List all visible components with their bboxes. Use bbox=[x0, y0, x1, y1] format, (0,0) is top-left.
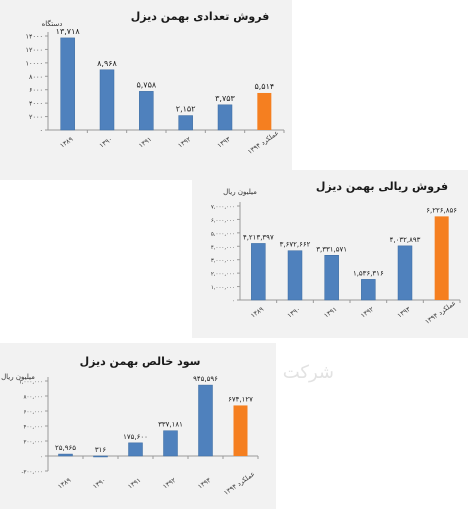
y-tick-label: ۳,۰۰۰,۰۰۰ bbox=[211, 258, 235, 264]
y-tick-label: ۲۰۰۰ bbox=[29, 113, 43, 121]
data-label: ۳۱۶ bbox=[95, 446, 107, 454]
data-label: ۴,۲۱۳,۳۹۷ bbox=[243, 233, 274, 241]
category-label: ۱۳۸۹ bbox=[56, 476, 72, 491]
bar bbox=[233, 405, 248, 456]
bar bbox=[434, 216, 449, 300]
category-label: ۱۳۹۱ bbox=[137, 135, 153, 150]
category-label: ۱۳۹۰ bbox=[91, 476, 107, 491]
category-label: ۱۳۹۰ bbox=[286, 305, 302, 320]
y-tick-label: ۶۰۰۰ bbox=[29, 86, 43, 94]
y-tick-label: ۱,۰۰۰,۰۰۰ bbox=[211, 285, 235, 291]
bar bbox=[128, 442, 143, 457]
y-tick-label: ۶۰۰,۰۰۰ bbox=[24, 410, 43, 416]
category-label: ۱۳۹۱ bbox=[323, 305, 339, 320]
category-label: ۱۳۸۹ bbox=[59, 135, 75, 150]
bar bbox=[287, 250, 303, 301]
bar bbox=[324, 255, 339, 301]
category-label: عملکرد ۱۳۹۴ bbox=[246, 129, 280, 156]
category-label: ۱۳۸۹ bbox=[249, 305, 265, 320]
category-label: ۱۳۹۳ bbox=[216, 135, 232, 150]
data-label: ۶۷۴,۱۲۷ bbox=[228, 395, 253, 403]
data-label: ۲۵,۹۶۵ bbox=[55, 444, 76, 452]
y-tick-label: ۴۰۰,۰۰۰ bbox=[24, 425, 43, 431]
data-label: ۳,۷۵۳ bbox=[215, 94, 235, 103]
y-tick-label: ۱۰۰۰۰ bbox=[26, 59, 43, 67]
data-label: ۱۷۵,۶۰۰ bbox=[123, 433, 148, 441]
bar bbox=[93, 455, 108, 458]
bar bbox=[257, 92, 272, 130]
data-label: ۳۳۷,۱۸۱ bbox=[158, 421, 183, 429]
data-label: ۴,۰۳۲,۸۹۳ bbox=[390, 236, 421, 244]
y-tick-label: ۱,۰۰۰,۰۰۰ bbox=[19, 380, 43, 386]
bar bbox=[361, 279, 376, 301]
y-tick-label: ۸۰۰۰ bbox=[29, 73, 43, 81]
bar bbox=[139, 91, 154, 131]
bar bbox=[58, 453, 73, 457]
y-tick-label: ۰ bbox=[40, 455, 43, 461]
data-label: ۹۴۵,۵۹۶ bbox=[193, 375, 218, 383]
y-axis-label: میلیون ریال bbox=[223, 188, 257, 196]
bar bbox=[178, 115, 193, 131]
data-label: ۱۳,۷۱۸ bbox=[56, 27, 81, 36]
chart-panel-unit-sales: فروش تعدادی بهمن دیزل دستگاه ۰ ۲۰۰۰ ۴۰۰۰ ۶۰۰۰… bbox=[0, 0, 292, 180]
y-tick-label: ۲,۰۰۰,۰۰۰ bbox=[211, 272, 235, 278]
y-axis-label: دستگاه bbox=[42, 19, 63, 28]
category-label: ۱۳۹۳ bbox=[196, 476, 212, 491]
chart-panel-rial-sales: فروش ریالی بهمن دیزل میلیون ریال ۰ ۱,۰۰۰,۰۰… bbox=[192, 170, 468, 338]
net-profit-chart: سود خالص بهمن دیزل میلیون ریال -۲۰۰,۰۰۰ ۰ ۲۰… bbox=[1, 355, 259, 497]
bar bbox=[60, 37, 75, 131]
y-tick-label: ۱۲۰۰۰ bbox=[26, 46, 43, 54]
y-tick-label: ۴۰۰۰ bbox=[29, 100, 43, 108]
chart-panel-net-profit: سود خالص بهمن دیزل میلیون ریال -۲۰۰,۰۰۰ ۰ ۲۰… bbox=[0, 343, 276, 509]
category-label: عملکرد ۱۳۹۴ bbox=[222, 470, 256, 497]
bar bbox=[198, 384, 213, 457]
data-label: ۶,۲۲۶,۸۵۶ bbox=[426, 206, 457, 214]
data-label: ۲,۱۵۲ bbox=[176, 105, 196, 114]
y-tick-label: ۸۰۰,۰۰۰ bbox=[24, 395, 43, 401]
chart-title: فروش ریالی بهمن دیزل bbox=[316, 180, 448, 193]
rial-sales-chart: فروش ریالی بهمن دیزل میلیون ریال ۰ ۱,۰۰۰,۰۰… bbox=[211, 180, 461, 326]
category-label: عملکرد ۱۳۹۴ bbox=[424, 299, 458, 326]
data-label: ۸,۹۶۸ bbox=[97, 59, 117, 68]
unit-sales-chart: فروش تعدادی بهمن دیزل دستگاه ۰ ۲۰۰۰ ۴۰۰۰ ۶۰۰۰… bbox=[26, 10, 285, 156]
category-label: ۱۳۹۱ bbox=[126, 476, 142, 491]
y-tick-label: ۷,۰۰۰,۰۰۰ bbox=[211, 205, 235, 211]
y-tick-label: ۶,۰۰۰,۰۰۰ bbox=[211, 218, 235, 224]
bar bbox=[397, 245, 413, 301]
bar bbox=[99, 69, 115, 131]
y-tick-label: ۱۴۰۰۰ bbox=[26, 33, 43, 41]
bar bbox=[251, 243, 266, 301]
watermark-text: ( شرکت bbox=[270, 362, 335, 383]
y-axis-label: میلیون ریال bbox=[1, 373, 35, 381]
data-label: ۳,۶۷۲,۶۶۲ bbox=[280, 241, 311, 249]
data-label: ۳,۳۳۱,۵۷۱ bbox=[316, 245, 347, 253]
category-label: ۱۳۹۰ bbox=[98, 135, 114, 150]
y-tick-label: ۰ bbox=[40, 127, 44, 135]
y-tick-label: ۲۰۰,۰۰۰ bbox=[24, 440, 43, 446]
bar bbox=[217, 104, 233, 131]
data-label: ۱,۵۳۶,۳۱۶ bbox=[353, 269, 384, 277]
data-label: ۵,۷۵۸ bbox=[136, 80, 156, 89]
y-tick-label: -۲۰۰,۰۰۰ bbox=[22, 470, 43, 476]
chart-title: فروش تعدادی بهمن دیزل bbox=[131, 10, 270, 23]
bar bbox=[163, 430, 178, 457]
y-tick-label: ۰ bbox=[232, 299, 235, 305]
category-label: ۱۳۹۲ bbox=[177, 135, 193, 150]
y-tick-label: ۵,۰۰۰,۰۰۰ bbox=[211, 231, 235, 237]
chart-title: سود خالص بهمن دیزل bbox=[80, 355, 201, 368]
category-label: ۱۳۹۲ bbox=[359, 305, 375, 320]
y-tick-label: ۴,۰۰۰,۰۰۰ bbox=[211, 245, 235, 251]
category-label: ۱۳۹۲ bbox=[161, 476, 177, 491]
category-label: ۱۳۹۳ bbox=[396, 305, 412, 320]
data-label: ۵,۵۱۴ bbox=[254, 82, 274, 91]
